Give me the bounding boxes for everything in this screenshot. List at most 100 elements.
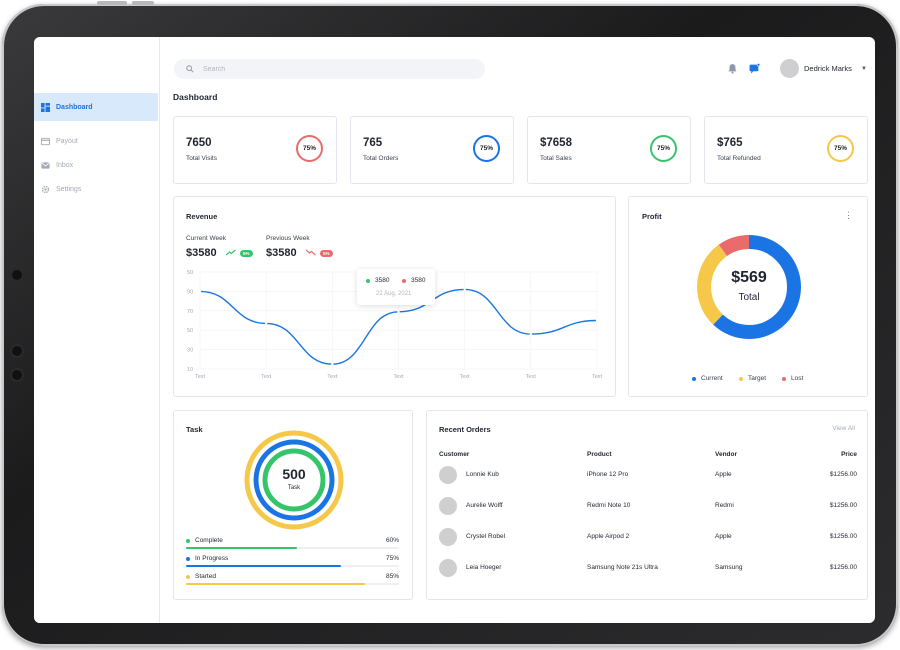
- price-value: $1256.00: [829, 564, 857, 571]
- sidebar: Dashboard Payout Inbox Settings: [34, 37, 160, 623]
- legend-dot: [186, 538, 190, 543]
- tablet-sensor: [12, 346, 22, 356]
- stat-label: Total Visits: [186, 155, 217, 162]
- task-rings-chart: [244, 430, 344, 530]
- avatar: [439, 465, 457, 484]
- more-options-icon[interactable]: ⋮: [844, 210, 853, 220]
- legend-label: Lost: [791, 375, 804, 382]
- table-row[interactable]: Leia Hoeger Samsung Note 21s Ultra Samsu…: [439, 552, 857, 583]
- trend-up-icon: [226, 249, 236, 256]
- task-percent: 60%: [385, 537, 399, 544]
- x-tick-label: Text: [261, 374, 272, 380]
- product-name: Samsung Note 21s Ultra: [587, 564, 658, 571]
- progress-track: [186, 583, 399, 585]
- stat-label: Total Refunded: [717, 155, 761, 162]
- task-percent: 85%: [385, 573, 399, 580]
- stat-progress-ring: 75%: [473, 135, 500, 162]
- sidebar-item-label: Dashboard: [56, 103, 93, 111]
- data-point: [198, 290, 202, 293]
- legend-label: Target: [748, 375, 767, 382]
- tooltip-date: 22 Aug, 2021: [376, 291, 412, 297]
- current-week-badge: 5%: [240, 250, 253, 257]
- sidebar-item-settings[interactable]: Settings: [34, 175, 158, 203]
- progress-fill: [186, 583, 365, 585]
- product-name: iPhone 12 Pro: [587, 471, 629, 478]
- y-tick-label: 10: [187, 367, 193, 373]
- stat-label: Total Sales: [540, 155, 572, 162]
- stat-card-visits: 7650 Total Visits 75%: [173, 116, 337, 184]
- profit-card: Profit ⋮ $569 Total Current Target Lost: [628, 196, 868, 397]
- data-point: [463, 288, 466, 291]
- legend-dot: [402, 278, 406, 283]
- chat-icon[interactable]: [749, 63, 760, 74]
- view-all-link[interactable]: View All: [832, 425, 855, 432]
- price-value: $1256.00: [829, 533, 857, 540]
- column-header: Vendor: [715, 450, 738, 458]
- vendor-name: Apple: [715, 471, 732, 478]
- y-tick-label: 50: [187, 328, 193, 334]
- chevron-down-icon: ▼: [860, 65, 867, 72]
- avatar: [780, 59, 799, 78]
- stat-card-orders: 765 Total Orders 75%: [350, 116, 514, 184]
- tablet-sensor: [12, 370, 22, 380]
- column-header: Customer: [439, 450, 470, 458]
- stat-label: Total Orders: [363, 155, 399, 162]
- previous-week-badge: 5%: [320, 250, 333, 257]
- x-tick-label: Text: [526, 374, 537, 380]
- sidebar-item-payout[interactable]: Payout: [34, 127, 158, 155]
- task-label: In Progress: [195, 555, 229, 562]
- tooltip-current-value: 3580: [375, 277, 390, 284]
- search-icon: [186, 65, 194, 73]
- search-bar: [174, 59, 485, 79]
- bell-icon[interactable]: [727, 63, 738, 74]
- avatar: [439, 527, 457, 546]
- profit-total-value: $569: [731, 269, 767, 286]
- customer-name: Lonnie Kub: [466, 471, 499, 478]
- data-point: [397, 310, 400, 313]
- app-screen: Dashboard Payout Inbox Settings Dedri: [34, 37, 875, 623]
- orders-table: Customer Product Vendor Price Lonnie Kub…: [439, 449, 857, 583]
- table-row[interactable]: Crystel Robel Apple Airpod 2 Apple $1256…: [439, 521, 857, 552]
- tooltip-previous: 3580: [402, 277, 425, 284]
- task-label: Complete: [195, 537, 223, 544]
- y-tick-label: 70: [187, 309, 193, 315]
- card-title: Recent Orders: [439, 425, 491, 434]
- stat-value: $7658: [540, 137, 572, 149]
- table-row[interactable]: Aurelie Wolff Redmi Note 10 Redmi $1256.…: [439, 490, 857, 521]
- task-card: Task 500 Task Complete 60% In Progress 7…: [173, 410, 413, 600]
- task-total-label: Task: [287, 485, 301, 491]
- column-header: Product: [587, 450, 612, 458]
- sidebar-item-inbox[interactable]: Inbox: [34, 151, 158, 179]
- vendor-name: Apple: [715, 533, 732, 540]
- legend-dot: [186, 574, 190, 579]
- x-tick-label: Text: [327, 374, 338, 380]
- user-menu[interactable]: Dedrick Marks ▼: [780, 59, 867, 78]
- task-progress-in-progress: In Progress 75%: [186, 555, 399, 567]
- table-header-row: Customer Product Vendor Price: [439, 449, 857, 459]
- search-input[interactable]: [203, 65, 453, 73]
- tablet-top-button: [132, 1, 154, 5]
- legend-target: Target: [739, 375, 766, 382]
- task-progress-complete: Complete 60%: [186, 537, 399, 549]
- sidebar-item-dashboard[interactable]: Dashboard: [34, 93, 158, 121]
- progress-fill: [186, 565, 342, 567]
- legend-dot: [186, 556, 190, 561]
- customer-name: Aurelie Wolff: [466, 502, 503, 509]
- x-tick-label: Text: [460, 374, 471, 380]
- stat-value: 765: [363, 137, 383, 149]
- product-name: Redmi Note 10: [587, 502, 631, 509]
- card-title: Task: [186, 425, 203, 434]
- recent-orders-card: Recent Orders View All Customer Product …: [426, 410, 868, 600]
- tablet-top-button: [97, 1, 127, 5]
- vendor-name: Samsung: [715, 564, 743, 571]
- trend-down-icon: [306, 249, 316, 256]
- donut-segment: [697, 235, 801, 339]
- table-row[interactable]: Lonnie Kub iPhone 12 Pro Apple $1256.00: [439, 459, 857, 490]
- task-progress-started: Started 85%: [186, 573, 399, 585]
- stat-progress-ring: 75%: [296, 135, 323, 162]
- progress-track: [186, 565, 399, 567]
- current-week-label: Current Week: [186, 235, 226, 242]
- previous-week-label: Previous Week: [266, 235, 310, 242]
- column-header: Price: [841, 450, 857, 458]
